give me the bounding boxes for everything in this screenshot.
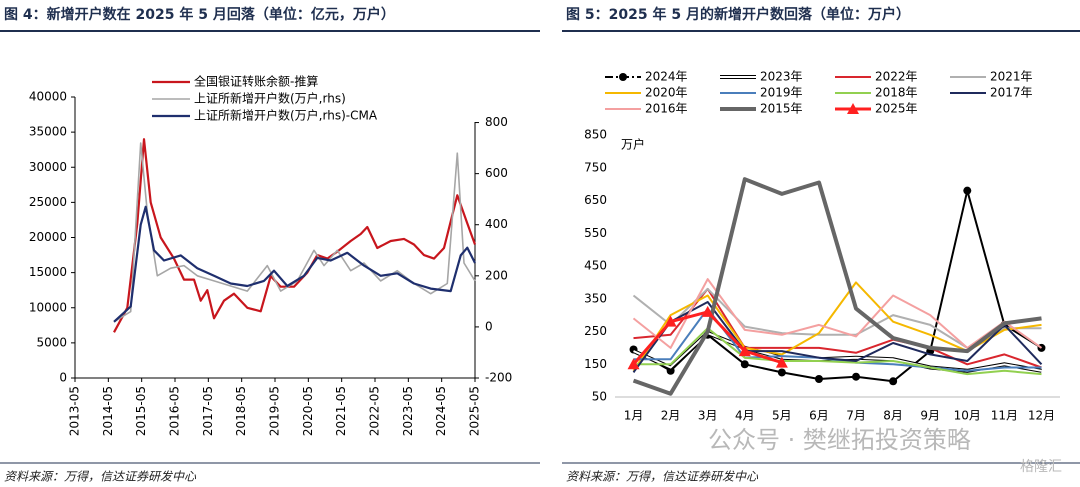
point	[889, 377, 898, 386]
point	[664, 315, 677, 327]
x-tick-label: 2014-05	[101, 386, 115, 436]
x-tick-label: 2023-05	[401, 386, 415, 436]
x-tick-label: 2021-05	[334, 386, 348, 436]
y-tick-label: 450	[584, 259, 607, 273]
legend-label: 2024年	[645, 70, 688, 84]
y2-tick-label: 200	[485, 268, 508, 282]
y-tick-label: 0	[59, 371, 67, 385]
legend-label: 2018年	[875, 86, 918, 100]
x-tick-label: 2015-05	[134, 386, 148, 436]
y-tick-label: 650	[584, 193, 607, 207]
y-tick-label: 10000	[29, 300, 67, 314]
y-tick-label: 15000	[29, 265, 67, 279]
legend-label: 2016年	[645, 102, 688, 116]
series-line	[632, 301, 1043, 373]
y-tick-label: 20000	[29, 230, 67, 244]
y-tick-label: 750	[584, 160, 607, 174]
legend-label: 上证所新增开户数(万户,rhs)-CMA	[194, 108, 378, 123]
x-tick-label: 3月	[698, 409, 718, 423]
y-tick-label: 150	[584, 357, 607, 371]
x-tick-label: 12月	[1028, 409, 1055, 423]
source: 资料来源：万得，信达证券研发中心	[4, 470, 197, 484]
series-line	[113, 138, 477, 333]
y-axis-label: 万户	[621, 137, 645, 152]
point	[738, 345, 751, 357]
point	[963, 186, 972, 195]
series-line	[113, 205, 476, 323]
x-tick-label: 7月	[846, 409, 866, 423]
legend-marker	[619, 73, 627, 81]
watermark: 公众号 · 樊继拓投资策略	[708, 426, 971, 454]
y2-tick-label: 600	[485, 166, 508, 180]
legend-label: 2022年	[875, 70, 918, 84]
y2-tick-label: 800	[485, 115, 508, 129]
x-tick-label: 1月	[624, 409, 644, 423]
y-tick-label: 50	[592, 390, 607, 404]
y-tick-label: 850	[584, 128, 607, 142]
y-tick-label: 35000	[29, 125, 67, 139]
x-tick-label: 10月	[954, 409, 981, 423]
point	[775, 356, 788, 368]
y-tick-label: 30000	[29, 160, 67, 174]
point	[814, 374, 823, 383]
series-line	[633, 327, 1042, 376]
chart-title: 图 5：2025 年 5 月的新增开户数回落（单位：万户）	[566, 6, 910, 23]
series-line	[632, 278, 1043, 349]
x-tick-label: 2019-05	[268, 386, 282, 436]
legend-label: 上证所新增开户数(万户,rhs)	[194, 91, 346, 106]
x-tick-label: 9月	[920, 409, 940, 423]
x-tick-label: 2月	[661, 409, 681, 423]
point	[627, 358, 640, 370]
point	[777, 368, 786, 377]
x-tick-label: 4月	[735, 409, 755, 423]
x-tick-label: 8月	[883, 409, 903, 423]
y-tick-label: 250	[584, 324, 607, 338]
x-tick-label: 2020-05	[301, 386, 315, 436]
point	[740, 360, 749, 369]
legend-label: 2021年	[990, 70, 1033, 84]
y-tick-label: 5000	[36, 335, 67, 349]
x-tick-label: 5月	[772, 409, 792, 423]
legend-label: 2017年	[990, 86, 1033, 100]
y2-tick-label: 400	[485, 217, 508, 231]
legend-label: 2025年	[875, 102, 918, 116]
x-tick-label: 2016-05	[168, 386, 182, 436]
y-tick-label: 350	[584, 291, 607, 305]
watermark: 格隆汇	[1020, 459, 1062, 475]
chart-title: 图 4：新增开户数在 2025 年 5 月回落（单位：亿元，万户）	[4, 6, 395, 23]
x-tick-label: 6月	[809, 409, 829, 423]
y-tick-label: 25000	[29, 195, 67, 209]
series-line	[113, 142, 476, 323]
x-tick-label: 11月	[991, 409, 1018, 423]
point	[852, 372, 861, 381]
legend-marker	[847, 103, 859, 114]
x-tick-label: 2024-05	[434, 386, 448, 436]
x-tick-label: 2025-05	[468, 386, 482, 436]
x-tick-label: 2013-05	[68, 386, 82, 436]
x-tick-label: 2022-05	[368, 386, 382, 436]
series-line	[632, 177, 1042, 396]
legend-label: 全国银证转账余额-推算	[194, 74, 318, 89]
legend-label: 2020年	[645, 86, 688, 100]
x-tick-label: 2018-05	[234, 386, 248, 436]
y2-tick-label: 0	[485, 319, 493, 333]
y2-tick-label: -200	[485, 371, 512, 385]
legend-label: 2019年	[760, 86, 803, 100]
y-tick-label: 40000	[29, 90, 67, 104]
y-tick-label: 550	[584, 226, 607, 240]
series-line	[633, 287, 1042, 369]
legend-label: 2015年	[760, 102, 803, 116]
source: 资料来源：万得，信达证券研发中心	[566, 470, 759, 484]
x-tick-label: 2017-05	[201, 386, 215, 436]
point	[701, 305, 714, 317]
legend-label: 2023年	[760, 70, 803, 84]
